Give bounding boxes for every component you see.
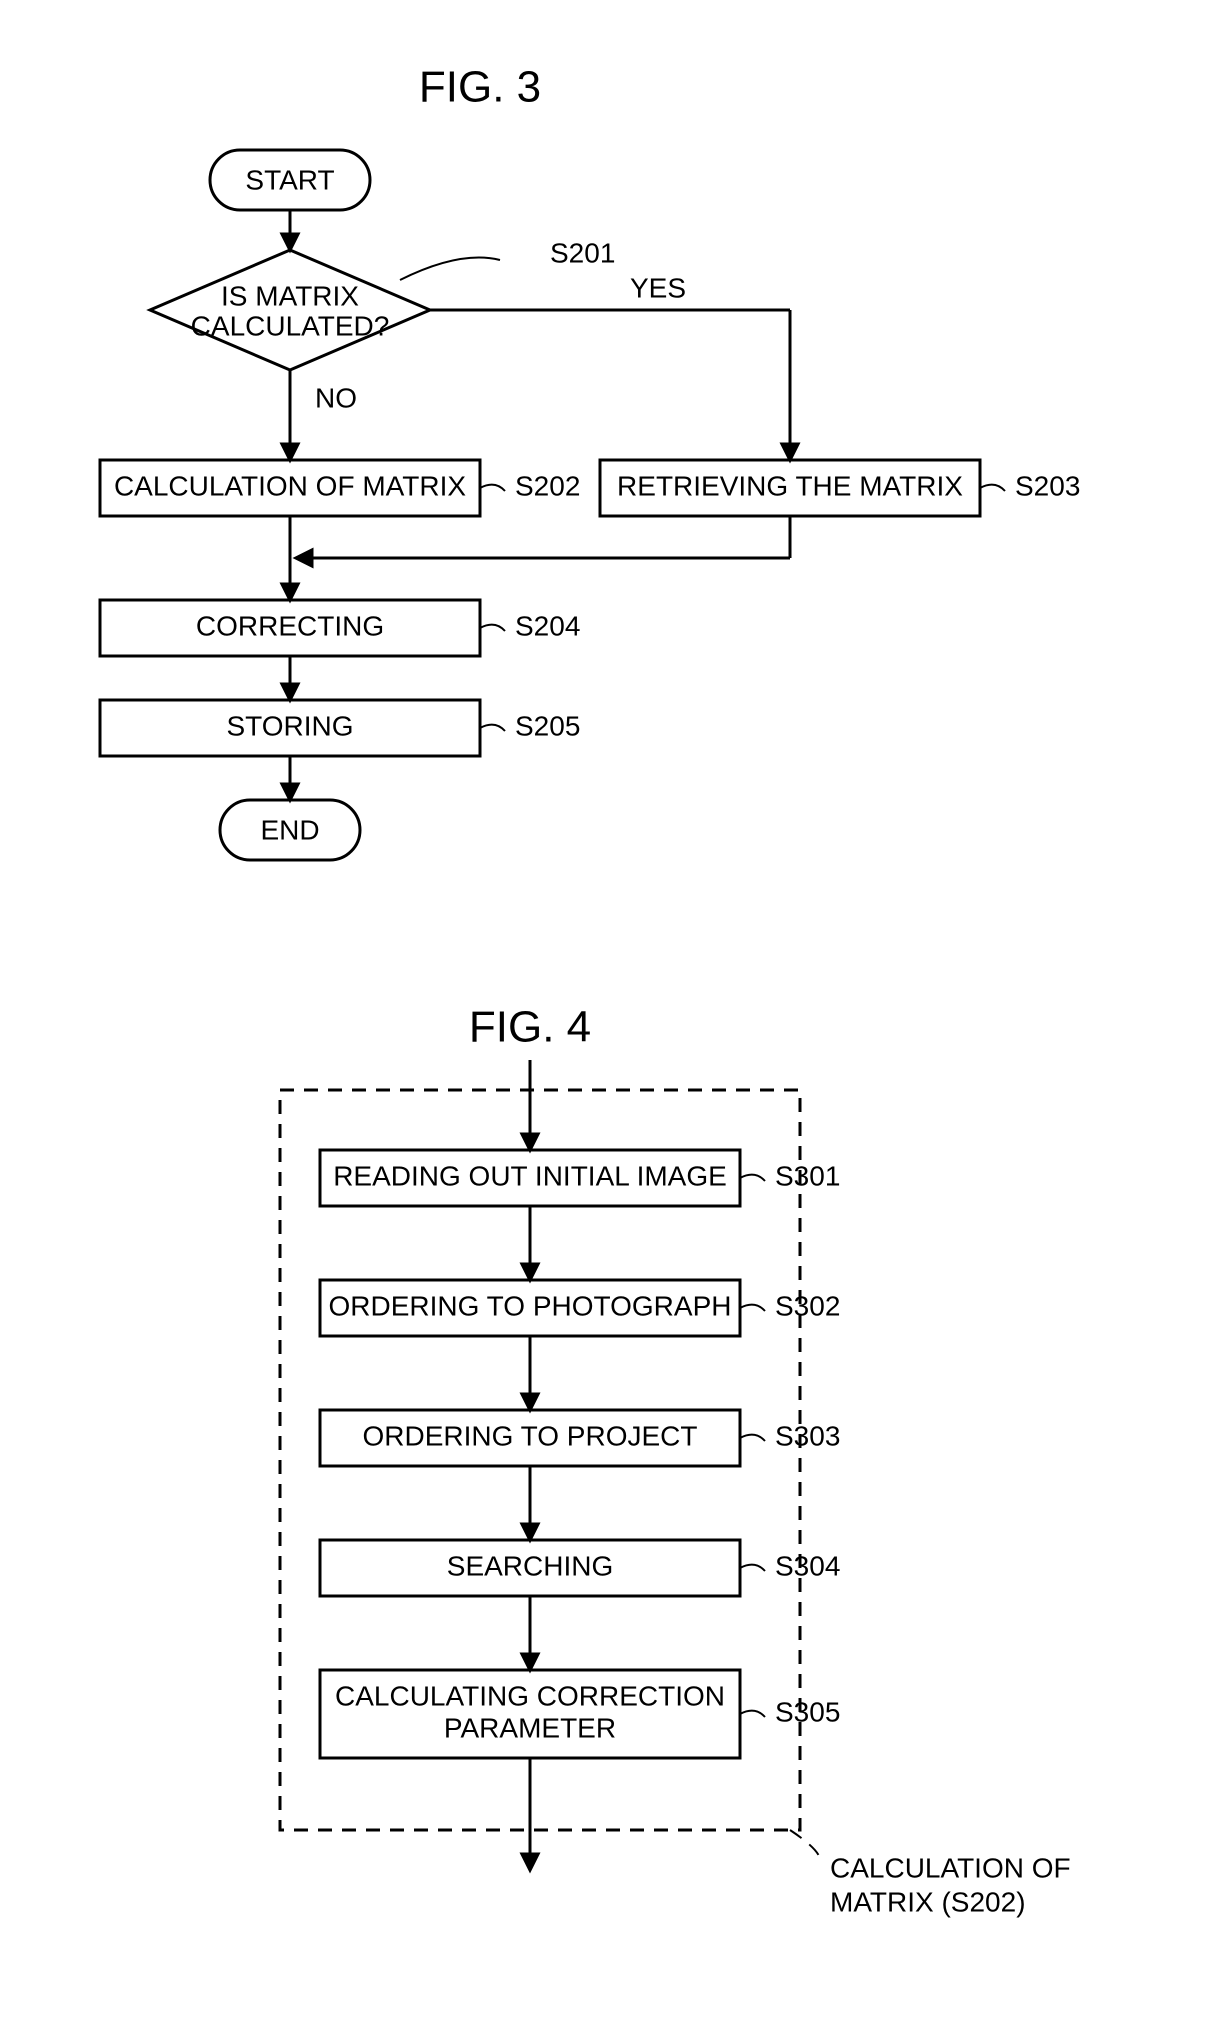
s305-text2: PARAMETER [444,1712,616,1743]
no-label: NO [315,382,357,413]
fig3-title: FIG. 3 [419,63,541,112]
s205-text: STORING [226,710,353,741]
s205-step: S205 [515,710,580,741]
s303-tick [740,1435,765,1441]
fig4-caption-1: CALCULATION OF [830,1852,1071,1883]
s303-step: S303 [775,1420,840,1451]
s201-leader [400,258,500,281]
s301-text: READING OUT INITIAL IMAGE [333,1160,727,1191]
s202-text: CALCULATION OF MATRIX [114,470,466,501]
s201-label: S201 [550,237,615,268]
s203-text: RETRIEVING THE MATRIX [617,470,963,501]
s204-text: CORRECTING [196,610,384,641]
s305-step: S305 [775,1696,840,1727]
s203-tick [980,485,1005,491]
s203-step: S203 [1015,470,1080,501]
fig4-caption-leader [790,1830,820,1860]
fig4-caption-2: MATRIX (S202) [830,1886,1026,1917]
s202-step: S202 [515,470,580,501]
s302-text: ORDERING TO PHOTOGRAPH [329,1290,732,1321]
fig4-title: FIG. 4 [469,1003,591,1052]
s302-step: S302 [775,1290,840,1321]
end-node-label: END [260,814,319,845]
decision-label-1: IS MATRIX [221,280,359,311]
s303-text: ORDERING TO PROJECT [362,1420,697,1451]
s304-tick [740,1565,765,1571]
s302-tick [740,1305,765,1311]
s304-step: S304 [775,1550,840,1581]
s204-tick [480,625,505,631]
s301-step: S301 [775,1160,840,1191]
s305-tick [740,1711,765,1717]
s301-tick [740,1175,765,1181]
start-node-label: START [245,164,334,195]
s204-step: S204 [515,610,580,641]
s202-tick [480,485,505,491]
yes-label: YES [630,272,686,303]
s305-text1: CALCULATING CORRECTION [335,1680,725,1711]
decision-label-2: CALCULATED? [191,310,390,341]
s205-tick [480,725,505,731]
s304-text: SEARCHING [447,1550,613,1581]
